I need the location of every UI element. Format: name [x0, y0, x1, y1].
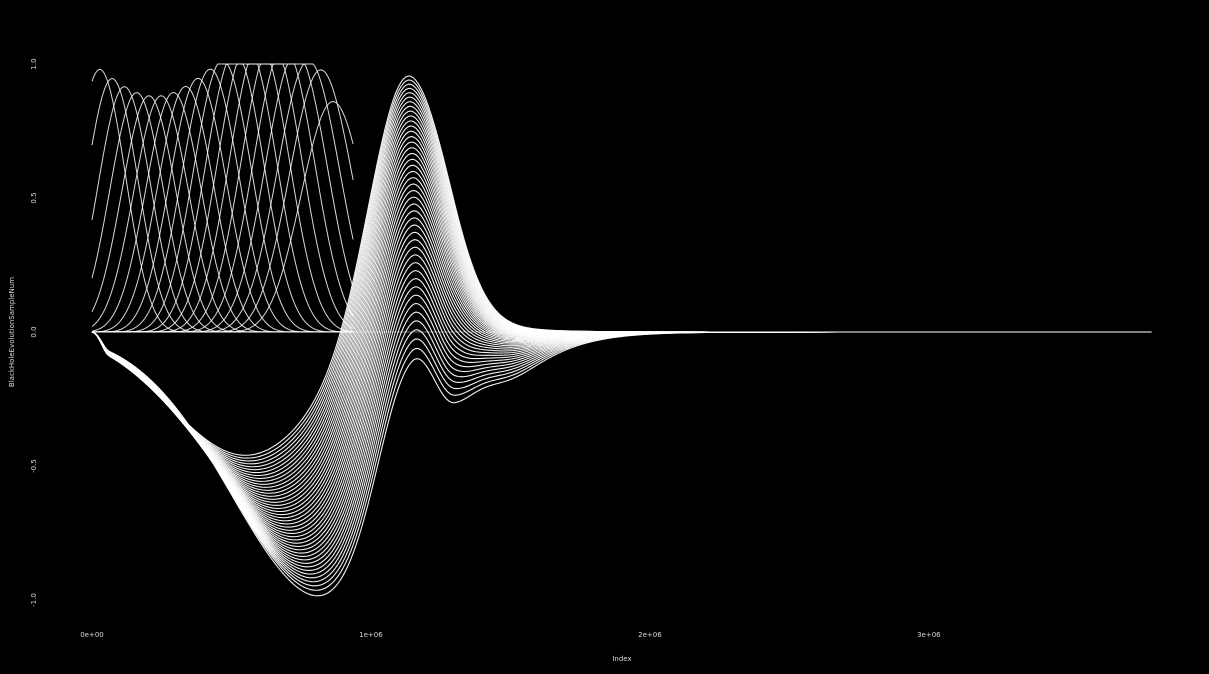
series-line-family-2 — [91, 75, 1152, 456]
x-axis-label: Index — [612, 655, 631, 663]
y-tick-label: 1.0 — [30, 58, 38, 69]
series-line-family-2 — [91, 105, 1152, 477]
series-line-family-2 — [91, 141, 1152, 497]
x-tick-label: 0e+00 — [80, 631, 104, 639]
series-line-family-2 — [91, 87, 1152, 465]
series-line-family-2 — [91, 83, 1152, 462]
series-line-family-2 — [91, 311, 1152, 575]
y-tick-label: 0.0 — [30, 326, 38, 337]
x-tick-label: 3e+06 — [917, 631, 941, 639]
series-line-family-2 — [91, 147, 1152, 500]
series-line-family-2 — [91, 101, 1152, 474]
x-tick-label: 2e+06 — [638, 631, 662, 639]
series-line-family-2 — [91, 320, 1152, 579]
series-line-family-2 — [91, 224, 1152, 538]
series-line-family-2 — [91, 183, 1152, 519]
axes: 0e+00 1e+06 2e+06 3e+06 -1.0 -0.5 0.0 0.5 1.0 I… — [8, 58, 941, 663]
series-line-family-2 — [91, 96, 1152, 471]
series-line-family-2 — [91, 331, 1152, 587]
y-axis-ticks: -1.0 -0.5 0.0 0.5 1.0 — [30, 58, 38, 606]
series-line-family-2 — [91, 329, 1152, 583]
series-line-family-2 — [91, 79, 1152, 459]
y-axis-label: BlackHoleEvolutionSampleNum — [8, 277, 16, 387]
y-tick-label: 0.5 — [30, 192, 38, 203]
x-tick-label: 1e+06 — [359, 631, 383, 639]
series-line-family-2 — [91, 130, 1152, 491]
y-tick-label: -1.0 — [30, 593, 38, 607]
series-line-family-2 — [91, 302, 1152, 571]
series-line-family-1 — [92, 101, 354, 333]
series-line-family-2 — [91, 203, 1152, 528]
series-lines — [91, 63, 1152, 597]
series-line-family-2 — [91, 115, 1152, 482]
series-line-family-2 — [91, 92, 1152, 468]
y-tick-label: -0.5 — [30, 459, 38, 473]
series-line-family-1 — [92, 63, 354, 333]
series-line-family-2 — [91, 125, 1152, 488]
series-line-family-2 — [91, 217, 1152, 535]
x-axis-ticks: 0e+00 1e+06 2e+06 3e+06 — [80, 631, 941, 639]
